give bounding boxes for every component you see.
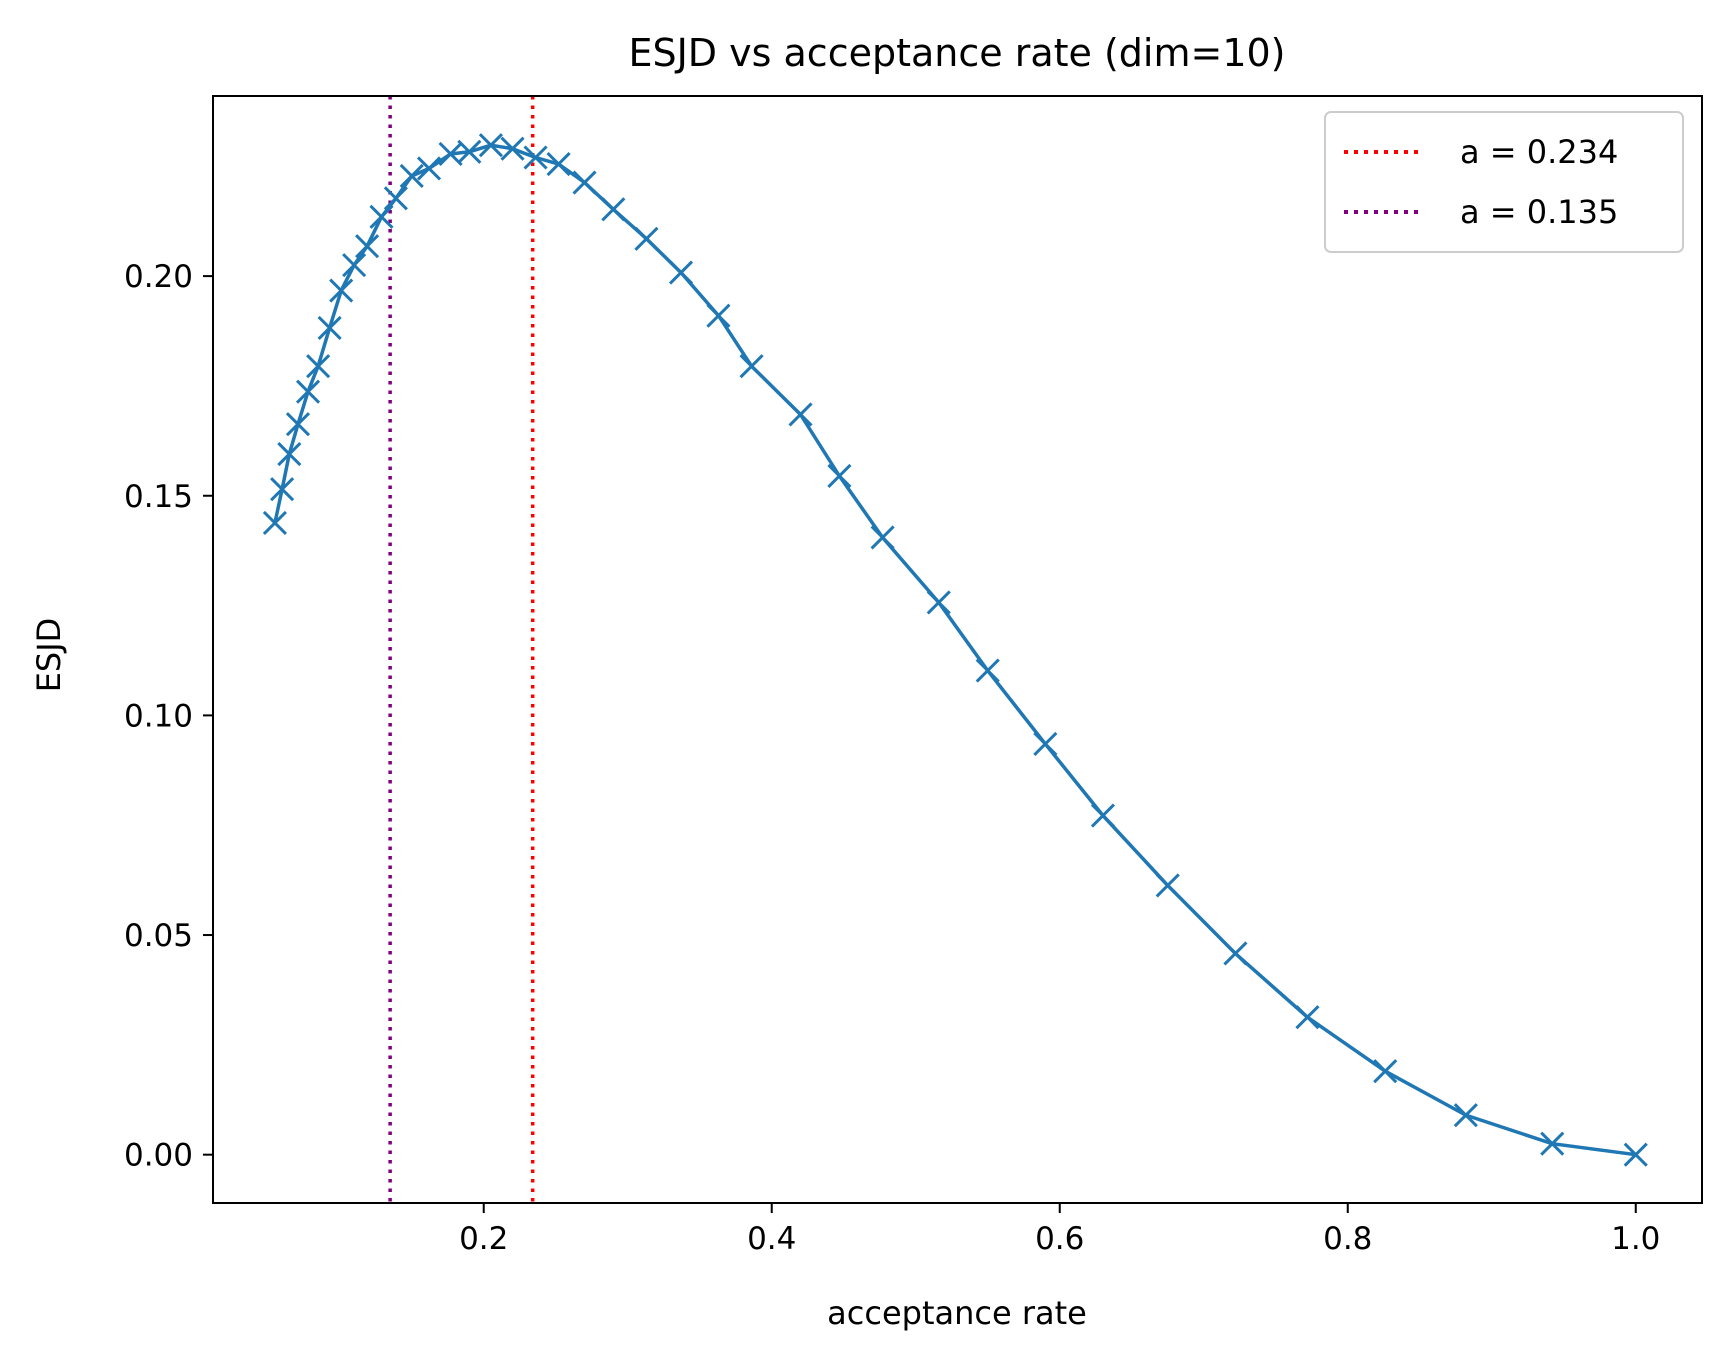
data-point-marker: [975, 658, 1000, 683]
data-point-marker: [870, 525, 895, 550]
y-tick-label: 0.05: [124, 918, 193, 954]
x-axis-title: acceptance rate: [827, 1294, 1087, 1332]
data-point-marker: [457, 139, 482, 164]
data-point-marker: [478, 133, 503, 158]
data-point-marker: [1155, 873, 1180, 898]
data-point-marker: [399, 163, 424, 189]
x-tick-label: 0.4: [747, 1221, 796, 1257]
data-point-marker: [342, 253, 367, 278]
data-point-marker: [355, 234, 380, 259]
legend: a = 0.234 a = 0.135: [1324, 111, 1684, 253]
x-tick-label: 1.0: [1611, 1221, 1660, 1257]
x-tick-label: 0.6: [1035, 1221, 1084, 1257]
data-point-marker: [500, 136, 525, 161]
data-point-marker: [416, 156, 442, 181]
data-point-marker: [1090, 803, 1116, 828]
chart-title: ESJD vs acceptance rate (dim=10): [628, 31, 1285, 75]
legend-label-a-0-234: a = 0.234: [1460, 133, 1618, 171]
data-point-marker: [1453, 1103, 1478, 1128]
data-point-marker: [295, 379, 321, 404]
data-point-marker: [306, 354, 331, 379]
data-point-marker: [329, 278, 354, 303]
data-point-marker: [926, 590, 951, 615]
data-point-marker: [1223, 941, 1248, 966]
data-point-marker: [1623, 1142, 1648, 1167]
data-point-marker: [270, 477, 295, 502]
y-axis-title: ESJD: [30, 618, 68, 693]
data-point-marker: [546, 152, 571, 177]
data-point-marker: [369, 204, 394, 229]
data-point-marker: [1540, 1131, 1565, 1156]
data-point-marker: [668, 260, 694, 285]
x-tick-label: 0.2: [459, 1221, 508, 1257]
data-point-marker: [523, 145, 548, 170]
data-point-marker: [317, 315, 342, 341]
legend-box: [1324, 111, 1684, 253]
data-point-marker: [383, 186, 408, 211]
data-point-marker: [827, 463, 852, 489]
x-tick-label: 0.8: [1323, 1221, 1372, 1257]
data-point-marker: [1295, 1005, 1320, 1030]
data-point-marker: [285, 412, 311, 437]
data-point-marker: [277, 441, 302, 467]
data-point-marker: [1373, 1059, 1398, 1084]
data-point-marker: [788, 402, 813, 427]
legend-label-a-0-135: a = 0.135: [1460, 193, 1618, 231]
y-tick-label: 0.20: [124, 259, 193, 295]
y-tick-label: 0.00: [124, 1138, 193, 1174]
axes-frame: [212, 95, 1703, 1204]
data-point-marker: [572, 170, 597, 195]
data-point-marker: [634, 226, 659, 251]
data-point-marker: [739, 354, 764, 379]
data-point-marker: [1033, 731, 1058, 757]
series-line-esjd: [273, 143, 1638, 1157]
data-point-marker: [262, 510, 287, 536]
y-tick-label: 0.15: [124, 479, 193, 515]
data-point-marker: [706, 303, 731, 328]
y-tick-label: 0.10: [124, 698, 193, 734]
plot-area: 0.2 0.4 0.6 0.8 1.0 0.00 0.05 0.10 0.15 0.20: [124, 95, 1703, 1257]
data-point-marker: [601, 197, 626, 222]
